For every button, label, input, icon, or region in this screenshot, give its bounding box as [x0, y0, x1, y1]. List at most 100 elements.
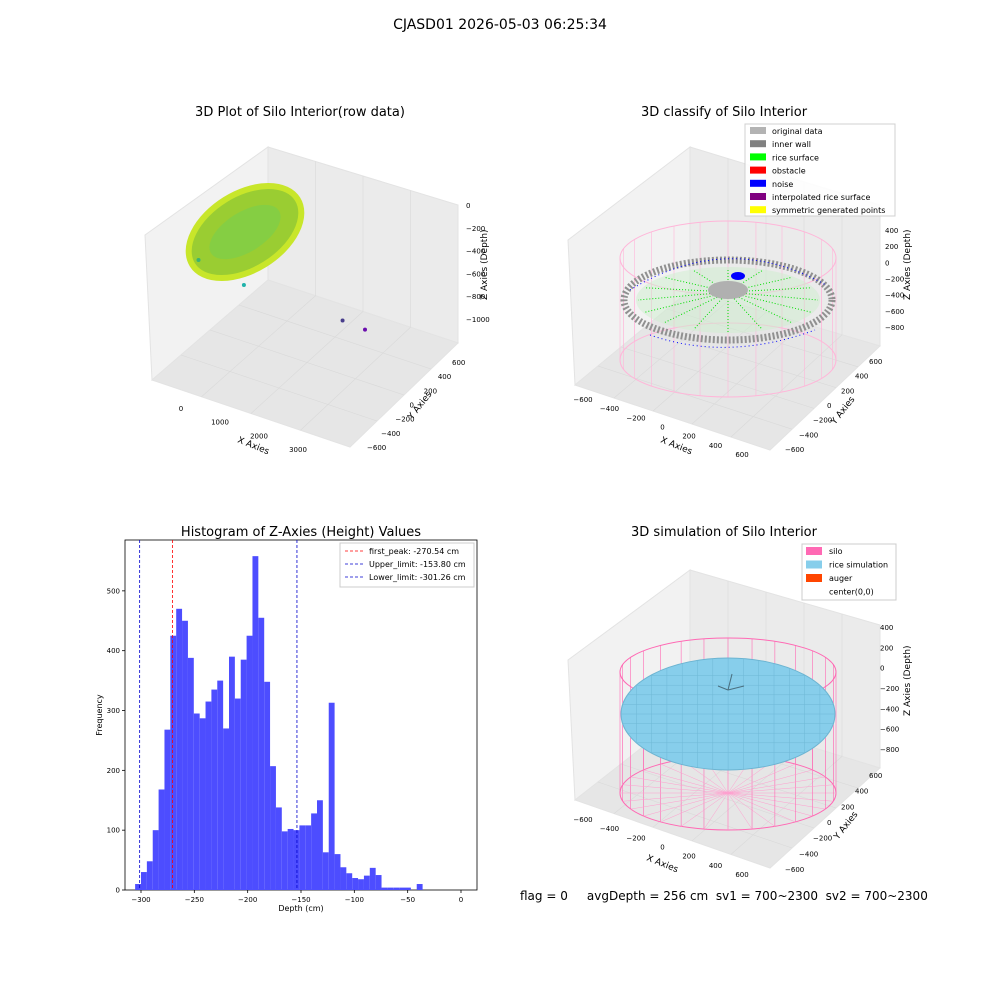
histogram-bar — [199, 718, 206, 890]
histogram-bar — [170, 635, 177, 890]
x-tick-label: 0 — [660, 844, 664, 852]
y-tick-label: 600 — [869, 772, 882, 780]
y-tick-label: 200 — [841, 387, 854, 395]
histogram-bar — [223, 728, 229, 890]
z-tick-label: −800 — [885, 324, 904, 332]
panel-simulation-3d: 3D simulation of Silo Interior −600 −400 −… — [567, 525, 913, 879]
rice-surface-ray — [644, 287, 729, 293]
histogram-bar — [264, 681, 271, 890]
panel3-ticks: −300 −250 −200 −150 −100 −50 0 0 100 200 300 400 500 — [107, 587, 464, 904]
histogram-bar — [275, 807, 282, 890]
y-tick-label: 0 — [116, 887, 120, 895]
histogram-bar — [270, 766, 276, 890]
y-tick-label: −400 — [799, 850, 818, 858]
histogram-bar — [135, 884, 141, 890]
legend-label: noise — [772, 180, 793, 189]
panel3-xlabel: Depth (cm) — [278, 904, 323, 913]
panel4-zlabel: Z Axies (Depth) — [903, 645, 913, 716]
panel4-title: 3D simulation of Silo Interior — [631, 525, 818, 540]
panel1-inner-points — [209, 204, 281, 260]
status-summary: flag = 0 avgDepth = 256 cm sv1 = 700~230… — [520, 889, 928, 903]
histogram-bar — [328, 702, 335, 890]
x-tick-label: −600 — [573, 816, 592, 824]
histogram-bar — [311, 813, 317, 890]
x-tick-label: −600 — [573, 396, 592, 404]
legend-swatch — [750, 193, 766, 200]
panel4-auger-arm — [727, 685, 745, 691]
silo-floor-spoke — [630, 776, 729, 794]
y-tick-label: 400 — [855, 373, 868, 381]
y-tick-label: −400 — [381, 430, 400, 438]
y-tick-label: 600 — [452, 359, 465, 367]
silo-floor-spoke — [727, 763, 796, 794]
y-tick-label: 600 — [869, 358, 882, 366]
z-tick-label: −400 — [466, 248, 485, 256]
histogram-bar — [399, 887, 405, 890]
x-tick-label: −200 — [626, 834, 645, 842]
x-tick-label: 200 — [682, 853, 695, 861]
panel4-legend: silo rice simulation auger center(0,0) — [801, 543, 897, 601]
x-tick-label: 0 — [459, 896, 463, 904]
y-tick-label: 200 — [424, 387, 437, 395]
histogram-bar — [187, 657, 194, 890]
histogram-bar — [293, 830, 300, 890]
y-tick-label: −200 — [813, 417, 832, 425]
grid-line — [620, 346, 815, 409]
panel2-legend-frame — [744, 123, 896, 217]
silo-floor-spoke — [622, 784, 729, 794]
x-tick-label: 1000 — [211, 419, 229, 427]
x-tick-label: −150 — [291, 896, 310, 904]
panel4-ylabel: Y Axies — [832, 810, 861, 843]
legend-label: symmetric generated points — [772, 206, 885, 215]
z-tick-label: −400 — [880, 705, 899, 713]
silo-floor-spoke — [727, 776, 826, 794]
z-tick-label: 400 — [880, 624, 893, 632]
grid-line — [730, 334, 843, 438]
y-tick-label: 0 — [827, 402, 831, 410]
rice-surface-ray — [644, 291, 729, 313]
silo-floor-spoke — [727, 792, 834, 802]
silo-floor-spoke — [727, 792, 796, 823]
legend-swatch — [750, 179, 766, 187]
z-tick-label: −200 — [880, 685, 899, 693]
histogram-bar — [287, 828, 294, 890]
silo-floor-spoke — [622, 792, 729, 802]
panel4-xlabel: X Axies — [645, 854, 680, 876]
silo-floor-spoke — [630, 792, 729, 810]
panel4-auger-shaft — [727, 673, 733, 691]
y-tick-label: 0 — [827, 819, 831, 827]
legend-label: rice simulation — [829, 561, 888, 570]
histogram-bar — [381, 887, 388, 890]
x-tick-label: 2000 — [250, 432, 268, 440]
histogram-bar — [405, 887, 411, 890]
grid-line — [209, 329, 405, 396]
x-tick-label: −200 — [626, 414, 645, 422]
x-tick-label: −300 — [131, 896, 150, 904]
histogram-bar — [322, 852, 329, 890]
histogram-bar — [363, 875, 370, 890]
legend-label: Upper_limit: -153.80 cm — [369, 560, 466, 569]
panel3-legend-frame — [339, 542, 475, 588]
panel2-original-center — [708, 281, 748, 299]
legend-swatch — [750, 166, 766, 174]
legend-swatch — [806, 547, 822, 555]
panel2-rice-surface-fill — [636, 267, 820, 333]
y-tick-label: 400 — [438, 373, 451, 381]
x-tick-label: 400 — [709, 442, 722, 450]
histogram-bar — [334, 854, 341, 890]
z-tick-label: −400 — [885, 292, 904, 300]
rice-surface-ray — [664, 276, 729, 293]
x-tick-label: 600 — [735, 451, 748, 459]
z-tick-label: −600 — [466, 270, 485, 278]
legend-swatch — [750, 206, 766, 214]
histogram-bar — [317, 800, 323, 890]
histogram-bar — [393, 887, 400, 890]
panel1-outliers — [196, 257, 367, 332]
histogram-bar — [387, 887, 394, 890]
panel2-noise-arc — [629, 258, 827, 291]
z-tick-label: −800 — [880, 746, 899, 754]
panel4-auger — [717, 673, 745, 691]
legend-swatch — [750, 140, 766, 148]
y-tick-label: −600 — [785, 866, 804, 874]
grid-line — [730, 756, 843, 855]
